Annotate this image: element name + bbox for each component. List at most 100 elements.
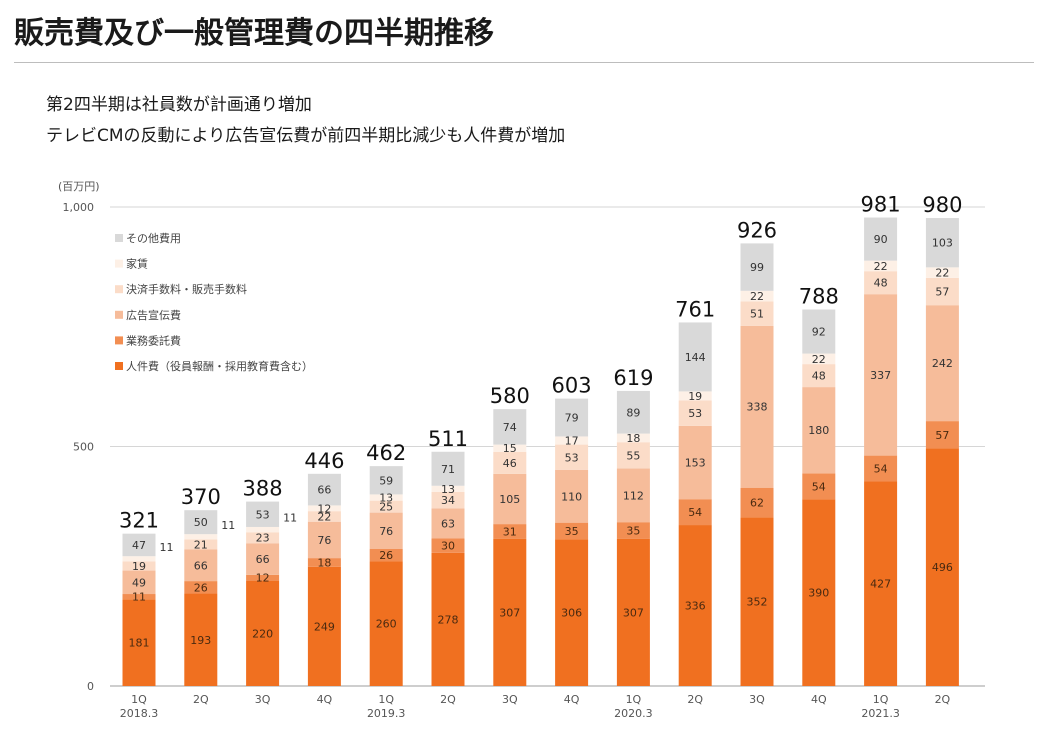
bar-segment bbox=[864, 217, 898, 261]
y-tick-label: 1,000 bbox=[63, 201, 95, 214]
data-label: 18 bbox=[317, 556, 331, 569]
data-label: 99 bbox=[750, 261, 764, 274]
data-label: 53 bbox=[688, 407, 702, 420]
bar-segment bbox=[555, 436, 589, 445]
data-label: 12 bbox=[256, 572, 270, 585]
legend-swatch bbox=[115, 234, 123, 242]
x-tick-label: 4Q bbox=[317, 693, 333, 706]
legend-label: 広告宣伝費 bbox=[126, 308, 181, 322]
data-label: 23 bbox=[256, 532, 270, 545]
total-label: 370 bbox=[181, 485, 221, 509]
total-label: 788 bbox=[799, 285, 839, 309]
data-label: 336 bbox=[685, 600, 706, 613]
bar-segment bbox=[431, 552, 465, 686]
data-label: 31 bbox=[503, 526, 517, 539]
data-label: 105 bbox=[499, 493, 520, 506]
bar-segment bbox=[555, 522, 589, 540]
bar-segment bbox=[246, 526, 280, 533]
bar-segment bbox=[616, 390, 650, 434]
data-label: 35 bbox=[565, 525, 579, 538]
data-label: 71 bbox=[441, 463, 455, 476]
x-year-label: 2020.3 bbox=[614, 707, 653, 720]
data-label: 92 bbox=[812, 326, 826, 339]
x-tick-label: 2Q bbox=[687, 693, 703, 706]
x-tick-label: 3Q bbox=[255, 693, 271, 706]
bar-segment bbox=[184, 593, 218, 686]
x-tick-label: 2Q bbox=[440, 693, 456, 706]
data-label: 249 bbox=[314, 620, 335, 633]
bar-segment bbox=[493, 524, 527, 539]
data-label: 17 bbox=[565, 435, 579, 448]
data-label: 49 bbox=[132, 576, 146, 589]
legend-label: 家賃 bbox=[126, 257, 148, 271]
data-label: 307 bbox=[499, 606, 520, 619]
bar-segment bbox=[122, 533, 156, 557]
bar-segment bbox=[493, 444, 527, 452]
subtitle-line-1: 第2四半期は社員数が計画通り増加 bbox=[46, 95, 312, 115]
page-title: 販売費及び一般管理費の四半期推移 bbox=[14, 16, 494, 51]
bar-segment bbox=[246, 543, 280, 575]
data-label: 338 bbox=[747, 401, 768, 414]
x-tick-label: 2Q bbox=[935, 693, 951, 706]
data-label: 50 bbox=[194, 516, 208, 529]
bar-segment bbox=[678, 499, 712, 526]
bar-segment bbox=[307, 521, 341, 559]
data-label: 13 bbox=[441, 483, 455, 496]
y-tick-label: 500 bbox=[73, 441, 94, 454]
bar-segment bbox=[184, 549, 218, 582]
bar-segment bbox=[616, 522, 650, 539]
data-label: 12 bbox=[317, 502, 331, 515]
bar-segment bbox=[369, 494, 403, 501]
total-label: 388 bbox=[243, 477, 283, 501]
data-label: 54 bbox=[874, 463, 888, 476]
legend-label: その他費用 bbox=[126, 231, 181, 245]
bar-segment bbox=[802, 309, 836, 354]
bar-segment bbox=[493, 538, 527, 686]
bar-segment bbox=[493, 451, 527, 474]
data-label: 62 bbox=[750, 497, 764, 510]
data-label: 180 bbox=[808, 424, 829, 437]
bar-segment bbox=[122, 599, 156, 686]
bar-segment bbox=[678, 425, 712, 500]
data-label: 260 bbox=[376, 618, 397, 631]
bar-segment bbox=[122, 594, 156, 600]
legend-swatch bbox=[115, 310, 123, 319]
data-label: 103 bbox=[932, 237, 953, 250]
data-label: 144 bbox=[685, 351, 706, 364]
x-tick-label: 1Q bbox=[873, 693, 889, 706]
data-label: 55 bbox=[626, 449, 640, 462]
data-label: 242 bbox=[932, 357, 953, 370]
data-label: 53 bbox=[565, 451, 579, 464]
data-label: 35 bbox=[626, 525, 640, 538]
data-label: 57 bbox=[935, 429, 949, 442]
x-tick-label: 1Q bbox=[626, 693, 642, 706]
data-label: 19 bbox=[688, 390, 702, 403]
bar-segment bbox=[925, 218, 959, 268]
data-label: 79 bbox=[565, 412, 579, 425]
bar-segment bbox=[616, 433, 650, 443]
data-label: 427 bbox=[870, 578, 891, 591]
data-label: 53 bbox=[256, 508, 270, 521]
total-label: 603 bbox=[552, 374, 592, 398]
data-label: 46 bbox=[503, 457, 517, 470]
bar-segment bbox=[740, 290, 774, 302]
data-label: 66 bbox=[256, 553, 270, 566]
bar-segment bbox=[307, 505, 341, 512]
data-label: 18 bbox=[626, 432, 640, 445]
bar-segment bbox=[246, 532, 280, 544]
x-year-label: 2019.3 bbox=[367, 707, 406, 720]
bar-segment bbox=[555, 469, 589, 523]
data-label: 306 bbox=[561, 607, 582, 620]
bar-segment bbox=[864, 260, 898, 272]
y-tick-label: 0 bbox=[87, 680, 94, 693]
data-label: 22 bbox=[750, 290, 764, 303]
data-label: 112 bbox=[623, 489, 644, 502]
x-tick-label: 1Q bbox=[378, 693, 394, 706]
bar-segment bbox=[431, 492, 465, 509]
bar-segment bbox=[555, 444, 589, 470]
bar-segment bbox=[307, 511, 341, 522]
bar-segment bbox=[122, 556, 156, 562]
legend-label: 人件費（役員報酬・採用教育費含む） bbox=[126, 359, 313, 373]
data-label: 76 bbox=[317, 534, 331, 547]
data-label: 19 bbox=[132, 560, 146, 573]
